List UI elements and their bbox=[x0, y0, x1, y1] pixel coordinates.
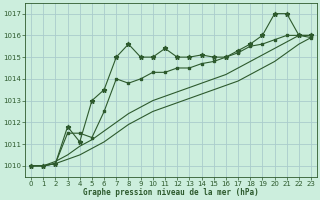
X-axis label: Graphe pression niveau de la mer (hPa): Graphe pression niveau de la mer (hPa) bbox=[83, 188, 259, 197]
